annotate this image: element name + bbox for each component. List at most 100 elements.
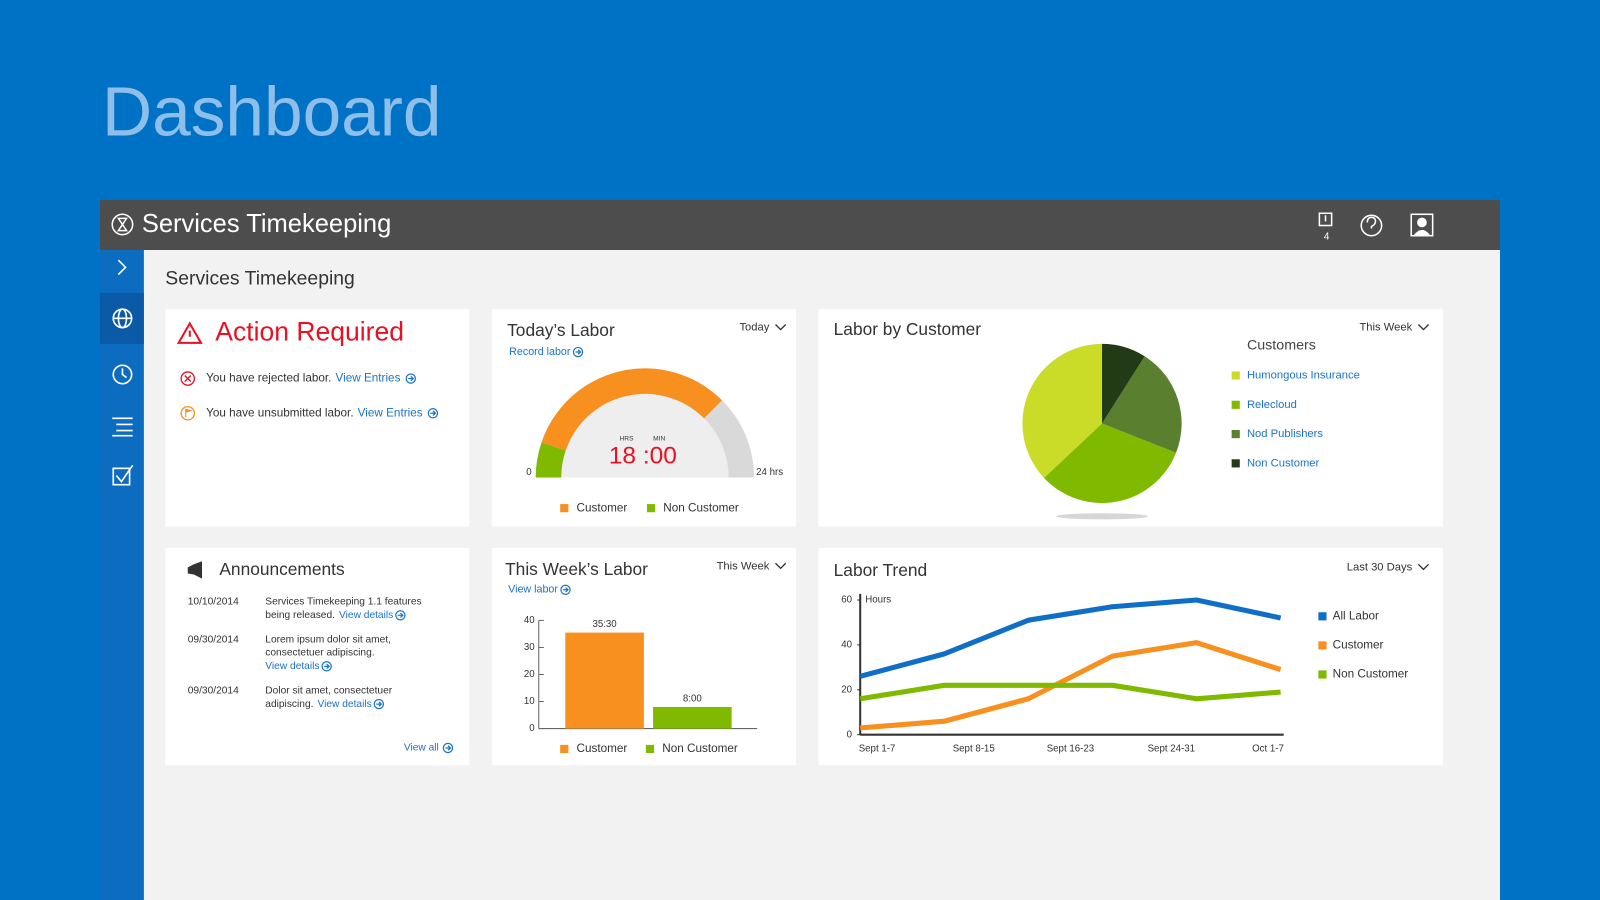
view-all-link[interactable]: View all bbox=[404, 743, 439, 754]
arrow-circle bbox=[373, 698, 385, 710]
x-tick-label: Sept 16-23 bbox=[1047, 744, 1094, 755]
link-arrow[interactable] bbox=[395, 610, 406, 621]
warning-icon bbox=[176, 321, 203, 344]
announcement-link[interactable]: View details bbox=[318, 699, 372, 710]
legend-label: Non Customer bbox=[662, 742, 738, 755]
y-tick-label: 40 bbox=[841, 639, 852, 650]
period-selector[interactable]: Last 30 Days bbox=[1347, 561, 1413, 573]
arrow-head bbox=[445, 745, 452, 751]
arrow-circle bbox=[427, 408, 439, 419]
link-arrow[interactable] bbox=[405, 373, 416, 384]
legend-swatch bbox=[1231, 371, 1240, 380]
announcement-date: 09/30/2014 bbox=[188, 634, 239, 645]
action-link[interactable]: View Entries bbox=[336, 372, 401, 385]
card-title: Labor Trend bbox=[834, 560, 927, 580]
arrow-circle bbox=[442, 742, 454, 754]
announcement-line: Dolor sit amet, consectetuer bbox=[265, 686, 392, 697]
link-arrow[interactable] bbox=[560, 584, 571, 595]
announcement-date: 09/30/2014 bbox=[188, 686, 239, 697]
period-selector[interactable]: Today bbox=[739, 322, 769, 334]
gauge-readout: 18 :00 bbox=[609, 443, 677, 470]
action-link[interactable]: View Entries bbox=[358, 406, 423, 419]
x-tick-label: Sept 8-15 bbox=[953, 744, 995, 755]
bar-value-label: 35:30 bbox=[592, 619, 617, 630]
arrow-head bbox=[397, 612, 404, 619]
card-link[interactable]: View labor bbox=[508, 584, 558, 596]
legend-label[interactable]: Non Customer bbox=[1247, 457, 1320, 469]
clock-icon[interactable] bbox=[112, 364, 133, 385]
legend-swatch bbox=[1231, 459, 1240, 468]
link-arrow[interactable] bbox=[427, 408, 439, 419]
expand-icon[interactable] bbox=[117, 259, 127, 276]
legend-label[interactable]: Nod Publishers bbox=[1247, 428, 1323, 440]
help-icon[interactable] bbox=[1360, 214, 1383, 237]
action-item: You have rejected labor. View Entries bbox=[206, 372, 400, 385]
trend-line bbox=[859, 597, 1282, 679]
legend-label: Non Customer bbox=[1333, 668, 1409, 681]
card-link[interactable]: Record labor bbox=[509, 346, 571, 358]
dropdown-chevron[interactable] bbox=[775, 562, 787, 570]
pie-slice bbox=[1102, 343, 1145, 424]
y-tick-label: 40 bbox=[524, 615, 535, 626]
x-tick-label: Oct 1-7 bbox=[1252, 744, 1284, 755]
arrow-circle bbox=[405, 373, 416, 384]
globe-icon[interactable] bbox=[112, 308, 133, 329]
arrow-circle bbox=[572, 346, 584, 358]
legend-swatch bbox=[1318, 612, 1327, 621]
card-title: Today’s Labor bbox=[507, 320, 615, 340]
arrow-circle bbox=[321, 661, 332, 672]
pie-shadow bbox=[1056, 513, 1148, 520]
profile-icon[interactable] bbox=[1410, 213, 1434, 237]
arrow-circle bbox=[395, 610, 406, 621]
arrow-head bbox=[376, 701, 383, 707]
trend-line bbox=[859, 682, 1281, 702]
dropdown-chevron[interactable] bbox=[1417, 324, 1430, 331]
legend-swatch bbox=[560, 504, 569, 513]
y-axis-label: Hours bbox=[865, 595, 891, 606]
gauge-tick-label: 24 hrs bbox=[756, 467, 783, 478]
period-selector[interactable]: This Week bbox=[717, 560, 770, 572]
arrow-head bbox=[324, 663, 331, 670]
y-tick-label: 60 bbox=[841, 595, 852, 606]
dropdown-chevron[interactable] bbox=[1417, 563, 1430, 571]
task-icon[interactable] bbox=[112, 464, 134, 486]
legend-swatch bbox=[1231, 430, 1240, 439]
gauge-tick-label: 0 bbox=[526, 467, 532, 478]
card-title: Announcements bbox=[219, 559, 345, 579]
arrow-head bbox=[575, 349, 582, 355]
y-tick-label: 20 bbox=[841, 684, 852, 695]
legend-label: Customer bbox=[577, 501, 628, 514]
y-tick-label: 10 bbox=[524, 696, 535, 707]
action-icons bbox=[176, 321, 203, 579]
period-selector[interactable]: This Week bbox=[1359, 322, 1412, 334]
y-tick-label: 30 bbox=[524, 642, 535, 653]
readout-unit: MIN bbox=[653, 436, 665, 443]
link-arrow[interactable] bbox=[572, 346, 584, 358]
link-arrow[interactable] bbox=[442, 742, 454, 754]
legend-swatch bbox=[645, 744, 655, 754]
link-arrow[interactable] bbox=[373, 698, 385, 710]
announcement-link[interactable]: View details bbox=[339, 610, 393, 621]
legend-label[interactable]: Relecloud bbox=[1247, 399, 1297, 411]
arrow-head bbox=[430, 410, 437, 416]
x-tick-label: Sept 24-31 bbox=[1148, 744, 1195, 755]
announcement-link[interactable]: View details bbox=[265, 661, 319, 672]
legend-label: Customer bbox=[1333, 639, 1384, 652]
legend-label[interactable]: Humongous Insurance bbox=[1247, 369, 1360, 381]
card-title: This Week’s Labor bbox=[505, 559, 648, 579]
list-icon[interactable] bbox=[112, 417, 133, 437]
dropdown-chevron[interactable] bbox=[775, 324, 787, 331]
action-card bbox=[165, 309, 470, 527]
bar bbox=[565, 632, 644, 729]
link-arrow[interactable] bbox=[321, 661, 332, 672]
y-tick-label: 0 bbox=[847, 729, 853, 740]
action-item: You have unsubmitted labor. View Entries bbox=[206, 406, 423, 419]
app-title: Services Timekeeping bbox=[142, 210, 391, 238]
alerts-icon[interactable] bbox=[1318, 212, 1333, 227]
legend-label: Non Customer bbox=[663, 501, 739, 514]
arrow-head bbox=[408, 375, 415, 382]
announcement-line: adipiscing. bbox=[265, 699, 313, 710]
legend-title: Customers bbox=[1247, 338, 1316, 354]
